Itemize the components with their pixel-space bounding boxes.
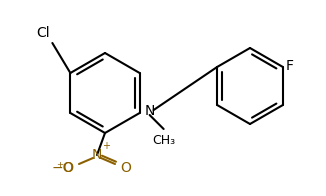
Text: +: + — [102, 141, 110, 151]
Text: −O: −O — [52, 161, 74, 175]
Text: N: N — [144, 104, 155, 118]
Text: Cl: Cl — [37, 26, 50, 40]
Text: N: N — [92, 148, 102, 162]
Text: F: F — [286, 59, 294, 73]
Text: CH₃: CH₃ — [152, 134, 175, 147]
Text: ⁺O: ⁺O — [56, 161, 74, 175]
Text: O: O — [120, 161, 131, 175]
